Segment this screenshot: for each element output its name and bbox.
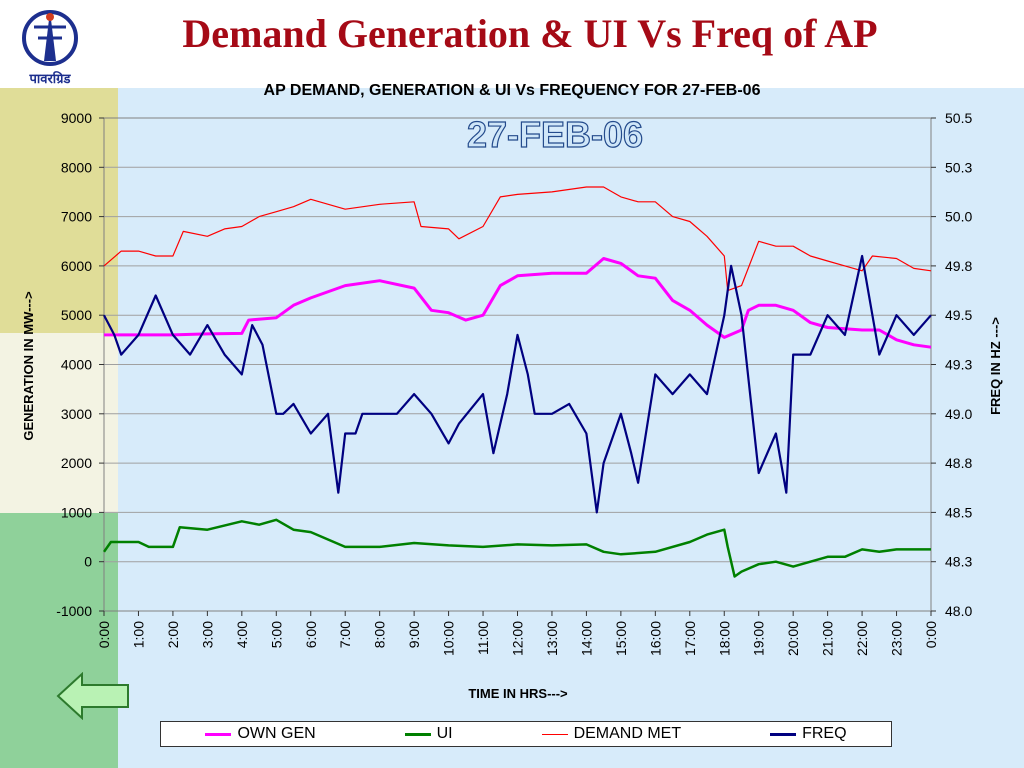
y-tick-label: 6000 — [61, 258, 92, 274]
legend-item-own-gen: OWN GEN — [205, 725, 316, 743]
logo-text: पावरग्रिड — [29, 72, 71, 87]
chart-title: AP DEMAND, GENERATION & UI Vs FREQUENCY … — [264, 82, 761, 99]
y2-tick-label: 48.3 — [945, 554, 972, 570]
legend-label: UI — [436, 725, 453, 742]
y-tick-label: 4000 — [61, 357, 92, 373]
series-line-freq — [103, 254, 932, 514]
y-tick-label: 5000 — [61, 307, 92, 323]
legend-swatch-demand-met — [541, 733, 568, 735]
y-tick-label: 0 — [84, 554, 92, 570]
y-tick-label: 7000 — [61, 209, 92, 225]
x-tick-label: 13:00 — [544, 621, 560, 656]
x-tick-label: 21:00 — [820, 621, 836, 656]
x-tick-label: 14:00 — [578, 621, 594, 656]
powergrid-logo — [22, 10, 78, 66]
x-tick-label: 15:00 — [613, 621, 629, 656]
x-tick-label: 11:00 — [475, 621, 491, 655]
x-tick-label: 18:00 — [716, 621, 732, 656]
y-tick-label: -1000 — [56, 603, 92, 619]
legend-label: OWN GEN — [237, 725, 316, 742]
chart-legend: OWN GEN UI DEMAND MET FREQ — [160, 721, 892, 747]
x-tick-label: 5:00 — [268, 621, 284, 648]
y2-tick-label: 49.8 — [945, 258, 972, 274]
x-tick-label: 0:00 — [923, 621, 939, 648]
y-tick-label: 9000 — [61, 110, 92, 126]
y2-tick-label: 48.8 — [945, 455, 972, 471]
x-tick-label: 1:00 — [130, 621, 146, 648]
x-tick-label: 3:00 — [199, 621, 215, 648]
series-line-ui — [102, 518, 931, 578]
x-tick-label: 10:00 — [441, 621, 457, 656]
date-annotation: 27-FEB-06 — [467, 114, 643, 155]
legend-item-freq: FREQ — [770, 725, 847, 743]
y2-tick-label: 50.3 — [945, 159, 972, 175]
series-line-demand-met — [103, 186, 932, 292]
y-tick-label: 2000 — [61, 455, 92, 471]
slide-background — [0, 88, 1024, 768]
x-tick-label: 20:00 — [785, 621, 801, 656]
x-tick-label: 22:00 — [854, 621, 870, 656]
y2-tick-label: 49.3 — [945, 357, 972, 373]
y2-tick-label: 48.5 — [945, 504, 972, 520]
legend-label: DEMAND MET — [573, 725, 682, 742]
series-line-own-gen — [104, 257, 932, 349]
y2-tick-label: 50.5 — [945, 110, 972, 126]
slide-title: Demand Generation & UI Vs Freq of AP — [182, 11, 878, 56]
x-tick-label: 12:00 — [510, 621, 526, 656]
y2-tick-label: 50.0 — [945, 209, 972, 225]
y-tick-label: 3000 — [61, 406, 92, 422]
x-tick-label: 16:00 — [647, 621, 663, 656]
y2-tick-label: 49.0 — [945, 406, 972, 422]
x-tick-label: 2:00 — [165, 621, 181, 648]
x-tick-label: 23:00 — [889, 621, 905, 656]
x-tick-label: 8:00 — [372, 621, 388, 648]
y-tick-label: 1000 — [61, 504, 92, 520]
legend-swatch-own-gen — [205, 732, 232, 736]
y2-axis-label: FREQ IN HZ ---> — [988, 317, 1003, 415]
legend-swatch-ui — [404, 732, 431, 736]
back-arrow-button[interactable] — [56, 672, 132, 720]
x-tick-label: 17:00 — [682, 621, 698, 656]
legend-swatch-freq — [770, 732, 797, 736]
x-tick-label: 6:00 — [303, 621, 319, 648]
x-tick-label: 0:00 — [96, 621, 112, 648]
x-tick-label: 7:00 — [337, 621, 353, 648]
y2-tick-label: 49.5 — [945, 307, 972, 323]
x-axis-label: TIME IN HRS---> — [468, 686, 568, 701]
x-tick-label: 19:00 — [751, 621, 767, 656]
x-tick-label: 9:00 — [406, 621, 422, 648]
legend-item-ui: UI — [404, 725, 453, 743]
y2-tick-label: 48.0 — [945, 603, 972, 619]
legend-item-demand-met: DEMAND MET — [541, 725, 682, 743]
y-axis-label: GENERATION IN MW---> — [21, 291, 36, 441]
legend-label: FREQ — [802, 725, 847, 742]
y-tick-label: 8000 — [61, 159, 92, 175]
x-tick-label: 4:00 — [234, 621, 250, 648]
